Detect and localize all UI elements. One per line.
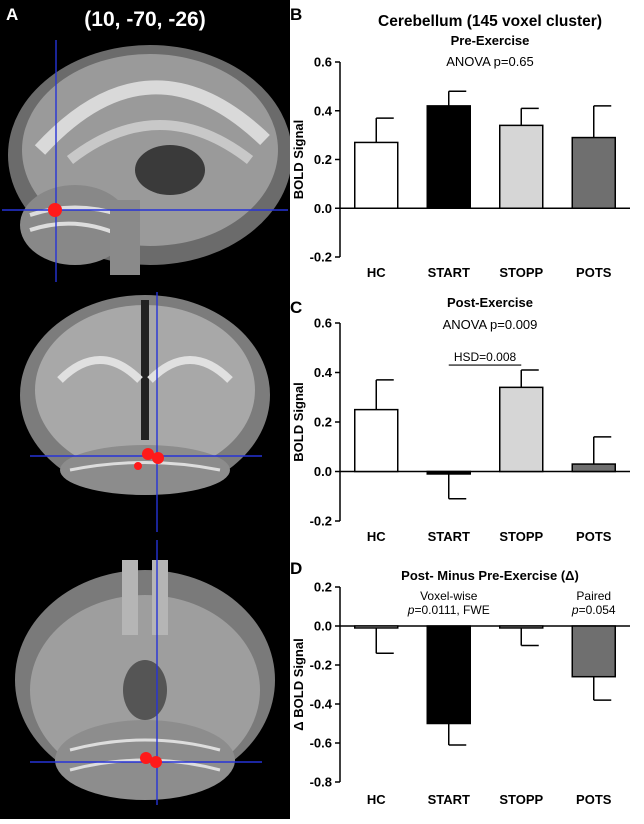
significance-annotation: HSD=0.008: [454, 350, 517, 364]
axial-slice: [15, 560, 275, 800]
cluster-markers: [48, 203, 164, 768]
chart-subtitle: ANOVA p=0.65: [446, 54, 534, 69]
category-label: HC: [367, 792, 386, 807]
bar-pots: [571, 625, 616, 678]
chart-d: D Post- Minus Pre-Exercise (Δ) -0.8 -0.6 -0.…: [290, 559, 630, 807]
category-label: STOPP: [499, 265, 543, 280]
coronal-slice: [20, 295, 270, 495]
y-tick-label: -0.2: [310, 514, 332, 529]
bar-start: [426, 105, 471, 209]
activation-cluster: [142, 448, 154, 460]
activation-cluster: [140, 752, 152, 764]
panel-a-label: A: [6, 5, 18, 24]
bar-start: [426, 470, 471, 475]
y-tick-label: 0.0: [314, 619, 332, 634]
y-tick-label: 0.6: [314, 316, 332, 331]
category-label: STOPP: [499, 529, 543, 544]
bar-charts-panel: Cerebellum (145 voxel cluster) B Pre-Exer…: [290, 0, 644, 819]
bar-hc: [354, 141, 399, 209]
bar-hc: [354, 408, 399, 473]
y-tick-label: 0.2: [314, 152, 332, 167]
stat-annotation: Voxel-wise: [420, 589, 478, 603]
y-tick-label: -0.6: [310, 736, 332, 751]
y-tick-label: 0.4: [314, 103, 333, 118]
y-axis-label: BOLD Signal: [291, 382, 306, 461]
y-tick-label: 0.2: [314, 580, 332, 595]
activation-cluster: [150, 756, 162, 768]
bar-charts: Cerebellum (145 voxel cluster) B Pre-Exer…: [290, 5, 630, 807]
y-axis-label: Δ BOLD Signal: [291, 638, 306, 730]
y-tick-label: -0.4: [310, 697, 333, 712]
chart-subtitle: ANOVA p=0.009: [443, 317, 538, 332]
bar-start: [426, 625, 471, 725]
panel-label: B: [290, 5, 302, 24]
activation-cluster: [48, 203, 62, 217]
y-tick-label: 0.2: [314, 415, 332, 430]
y-tick-label: 0.4: [314, 365, 333, 380]
y-axis-label: BOLD Signal: [291, 120, 306, 199]
category-label: POTS: [576, 529, 612, 544]
stat-annotation: p=0.054: [571, 603, 616, 617]
chart-b: B Pre-Exercise ANOVA p=0.65 -0.2 0.0 0.2 0.4 0.…: [290, 5, 630, 280]
category-label: STOPP: [499, 792, 543, 807]
y-tick-label: -0.8: [310, 775, 332, 790]
brain-slices: A (10, -70, -26): [2, 5, 292, 805]
activation-cluster: [152, 452, 164, 464]
bar-pots: [571, 463, 616, 473]
bar-stopp: [499, 386, 544, 473]
category-label: POTS: [576, 265, 612, 280]
category-label: POTS: [576, 792, 612, 807]
y-tick-label: 0.0: [314, 201, 332, 216]
y-tick-label: -0.2: [310, 250, 332, 265]
bar-hc: [354, 625, 399, 629]
stat-annotation: p=0.0111, FWE: [407, 603, 490, 617]
panel-label: C: [290, 298, 302, 317]
chart-title: Post-Exercise: [447, 295, 533, 310]
category-label: START: [428, 792, 470, 807]
sagittal-slice: [8, 45, 292, 275]
bar-stopp: [499, 124, 544, 209]
chart-title: Post- Minus Pre-Exercise (Δ): [401, 568, 579, 583]
category-label: HC: [367, 529, 386, 544]
y-tick-label: 0.0: [314, 464, 332, 479]
chart-title: Pre-Exercise: [451, 33, 530, 48]
bar-pots: [571, 136, 616, 209]
y-tick-label: -0.2: [310, 658, 332, 673]
chart-c: C Post-Exercise ANOVA p=0.009 -0.2 0.0 0.2 0.4…: [290, 295, 630, 544]
y-tick-label: 0.6: [314, 55, 332, 70]
mni-coordinates: (10, -70, -26): [84, 8, 205, 31]
activation-cluster: [134, 462, 142, 470]
category-label: HC: [367, 265, 386, 280]
brain-image-panel: A (10, -70, -26): [0, 0, 292, 819]
panel-label: D: [290, 559, 302, 578]
stat-annotation: Paired: [576, 589, 611, 603]
category-label: START: [428, 529, 470, 544]
category-label: START: [428, 265, 470, 280]
bar-stopp: [499, 625, 544, 629]
main-title: Cerebellum (145 voxel cluster): [378, 13, 602, 30]
